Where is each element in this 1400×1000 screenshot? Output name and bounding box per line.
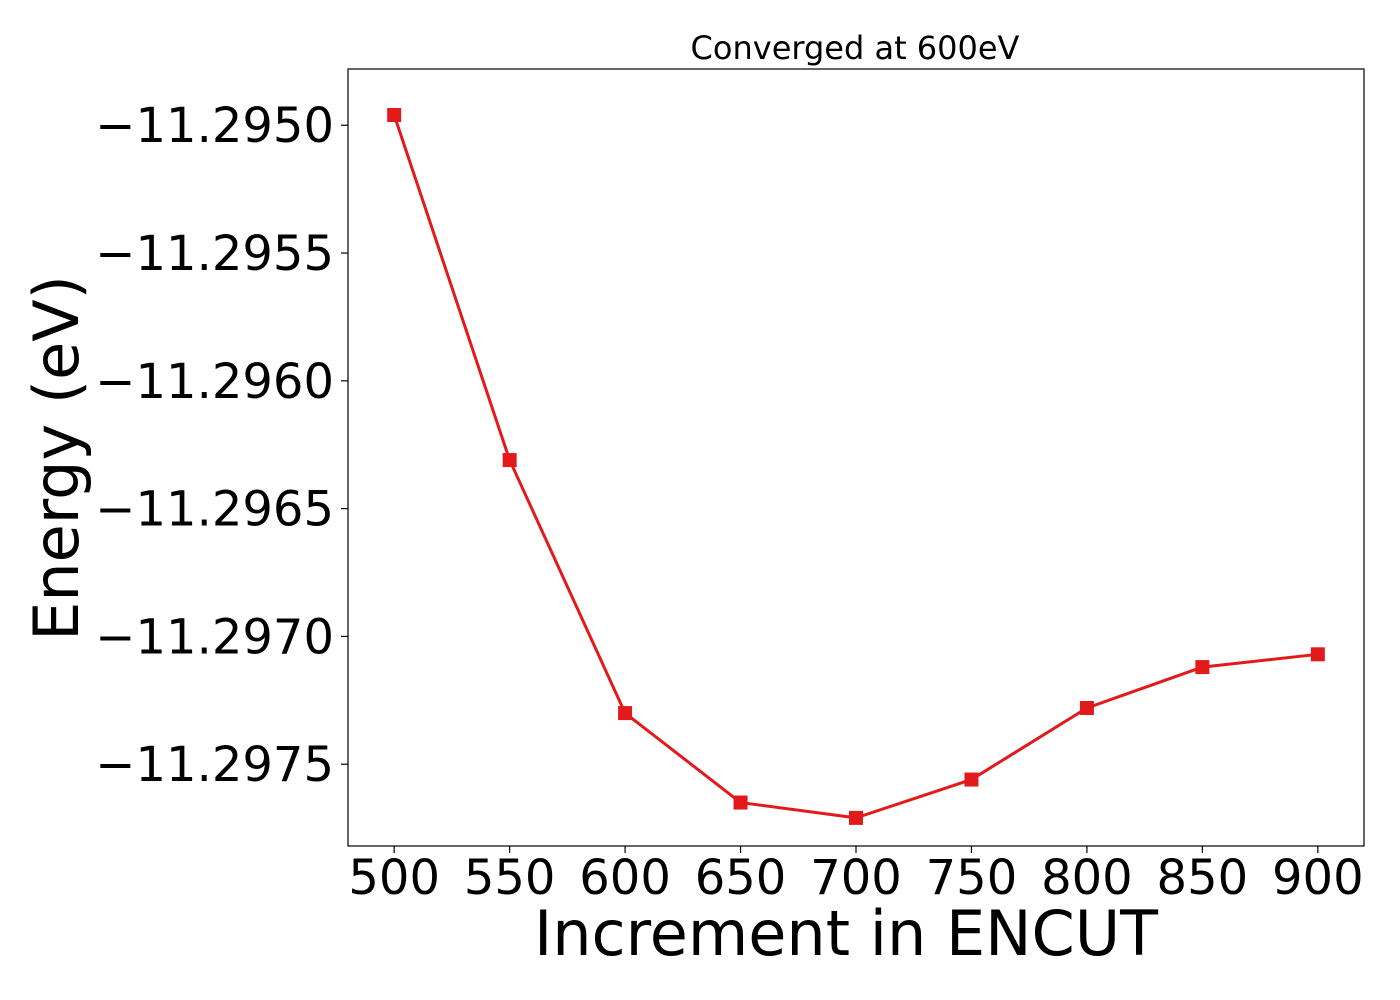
data-point-marker <box>964 772 979 787</box>
data-point-marker <box>733 795 748 810</box>
x-tick-label: 500 <box>348 850 440 906</box>
plot-frame <box>347 68 1365 847</box>
x-tick-label: 900 <box>1272 850 1364 906</box>
chart-title: Converged at 600eV <box>691 29 1020 67</box>
x-axis: 500 550 600 650 700 750 800 850 900 <box>348 846 1364 906</box>
y-tick-label: −11.2955 <box>95 226 334 282</box>
x-tick-label: 850 <box>1157 850 1249 906</box>
x-tick-label: 600 <box>579 850 671 906</box>
data-point-marker <box>1310 647 1325 662</box>
x-tick-label: 650 <box>695 850 787 906</box>
y-tick-label: −11.2970 <box>95 609 334 665</box>
data-point-marker <box>502 453 517 468</box>
plot-area <box>387 108 1325 825</box>
series-line <box>392 114 1318 820</box>
x-tick-label: 800 <box>1041 850 1133 906</box>
data-point-marker <box>1079 700 1094 715</box>
y-tick-label: −11.2950 <box>95 98 334 154</box>
data-point-marker <box>618 706 633 721</box>
y-tick-label: −11.2965 <box>95 482 334 538</box>
data-point-marker <box>387 108 402 123</box>
y-tick-label: −11.2975 <box>95 737 334 793</box>
y-tick-label: −11.2960 <box>95 354 334 410</box>
x-tick-label: 750 <box>926 850 1018 906</box>
y-axis: −11.2950 −11.2955 −11.2960 −11.2965 −11.2970… <box>95 98 348 793</box>
x-tick-label: 700 <box>810 850 902 906</box>
x-axis-label: Increment in ENCUT <box>534 897 1159 970</box>
data-point-marker <box>1195 660 1210 675</box>
x-tick-label: 550 <box>464 850 556 906</box>
y-axis-label: Energy (eV) <box>20 275 93 641</box>
data-point-marker <box>849 810 863 825</box>
